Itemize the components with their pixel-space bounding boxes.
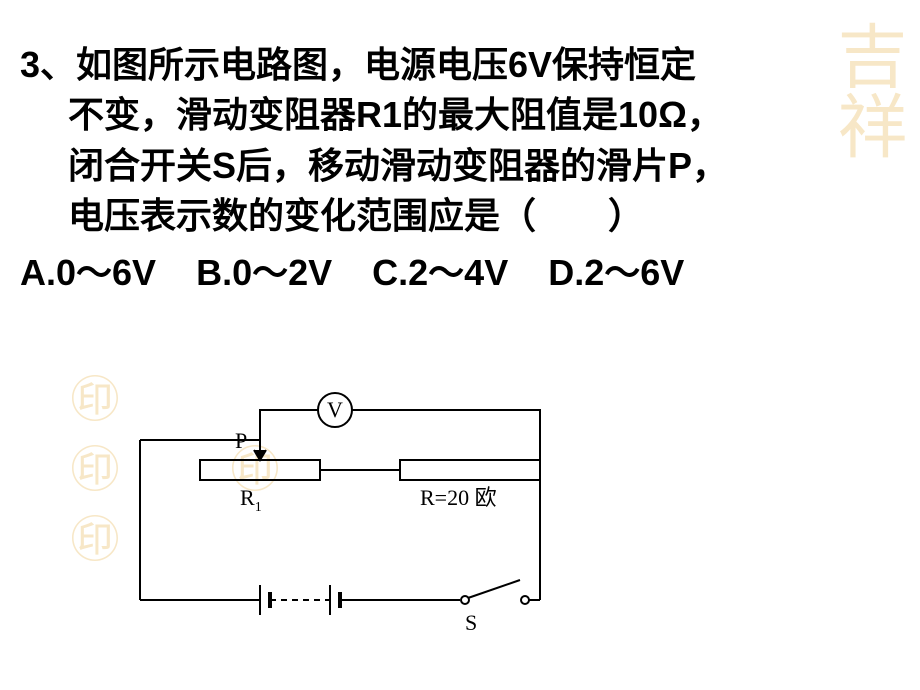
- resistor-label: R=20 欧: [420, 485, 497, 510]
- option-a: A.0～6V: [20, 252, 156, 293]
- question-line-3: 闭合开关S后，移动滑动变阻器的滑片P，: [20, 141, 900, 191]
- switch-label: S: [465, 610, 477, 635]
- answer-options: A.0～6V B.0～2V C.2～4V D.2～6V: [20, 248, 900, 298]
- question-line-2: 不变，滑动变阻器R1的最大阻值是10Ω，: [20, 90, 900, 140]
- question-line-1: 3、如图所示电路图，电源电压6V保持恒定: [20, 44, 696, 85]
- rheostat-label: R1: [240, 485, 262, 515]
- watermark-seal-1: ㊞: [70, 360, 120, 432]
- slider-label: P: [235, 428, 247, 453]
- voltmeter-label: V: [327, 397, 343, 422]
- question-line-4: 电压表示数的变化范围应是（ ）: [20, 191, 900, 241]
- watermark-seal-2: ㊞: [70, 430, 120, 502]
- option-b: B.0～2V: [196, 252, 332, 293]
- circuit-diagram: V P R1 R=20 欧 S: [120, 380, 580, 660]
- question-block: 3、如图所示电路图，电源电压6V保持恒定 不变，滑动变阻器R1的最大阻值是10Ω…: [20, 40, 900, 298]
- watermark-seal-3: ㊞: [70, 500, 120, 572]
- option-d: D.2～6V: [548, 252, 684, 293]
- option-c: C.2～4V: [372, 252, 508, 293]
- question-text: 3、如图所示电路图，电源电压6V保持恒定 不变，滑动变阻器R1的最大阻值是10Ω…: [20, 40, 900, 242]
